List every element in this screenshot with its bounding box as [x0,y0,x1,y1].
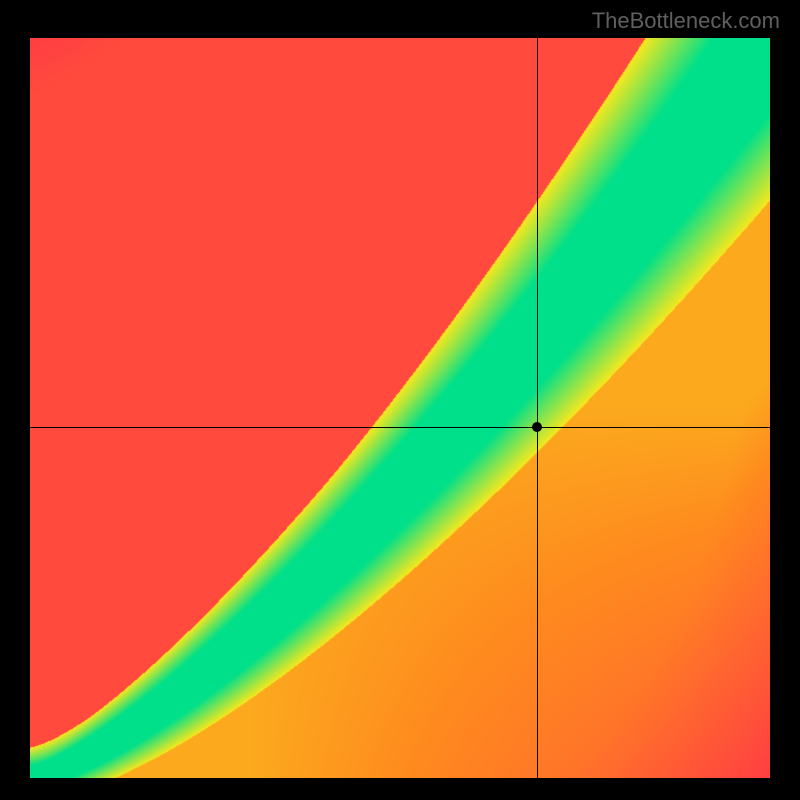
crosshair-vertical [537,38,538,778]
heatmap-canvas [30,38,770,778]
watermark-text: TheBottleneck.com [592,8,780,34]
crosshair-horizontal [30,427,770,428]
heatmap-plot [30,38,770,778]
crosshair-marker-dot [532,422,542,432]
